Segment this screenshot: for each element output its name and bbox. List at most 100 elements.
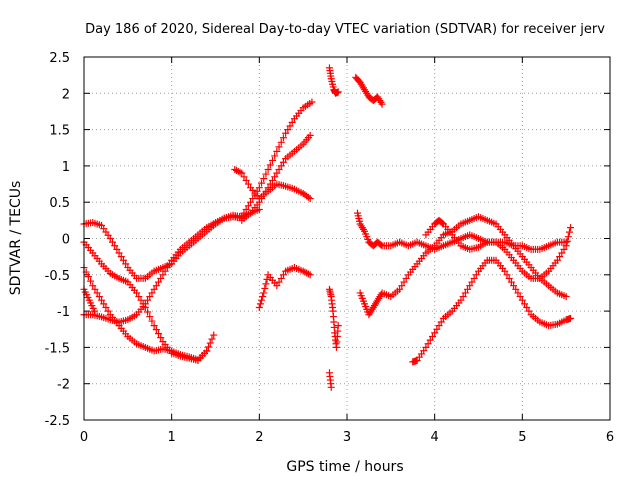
data-series xyxy=(352,73,386,108)
data-point xyxy=(510,282,518,290)
data-point xyxy=(98,296,106,304)
data-point xyxy=(117,253,125,261)
data-point xyxy=(266,161,274,169)
data-point xyxy=(108,238,116,246)
data-point xyxy=(268,176,276,184)
chart-title: Day 186 of 2020, Sidereal Day-to-day VTE… xyxy=(85,22,605,37)
data-point xyxy=(262,170,270,178)
data-point xyxy=(93,289,101,297)
y-tick-label: -2 xyxy=(57,378,70,393)
data-point xyxy=(556,253,564,261)
data-point xyxy=(148,289,156,297)
data-point xyxy=(562,242,570,250)
data-point xyxy=(255,184,263,192)
data-point xyxy=(518,296,526,304)
data-point xyxy=(438,219,446,227)
data-point xyxy=(507,278,515,286)
data-point xyxy=(260,289,268,297)
data-point xyxy=(91,307,99,315)
data-point xyxy=(163,264,171,272)
data-point xyxy=(133,289,141,297)
data-point xyxy=(157,274,165,282)
data-point xyxy=(258,179,266,187)
data-series xyxy=(325,64,342,97)
data-point xyxy=(203,347,211,355)
data-point xyxy=(102,303,110,311)
data-point xyxy=(259,293,267,301)
data-point xyxy=(157,334,165,342)
data-point xyxy=(146,293,154,301)
data-series xyxy=(409,256,575,366)
data-point xyxy=(457,296,465,304)
data-point xyxy=(558,249,566,257)
data-point xyxy=(240,173,248,181)
data-point xyxy=(238,169,246,177)
data-point xyxy=(148,317,156,325)
data-point xyxy=(560,245,568,253)
data-point xyxy=(208,335,216,343)
data-point xyxy=(262,187,270,195)
data-point xyxy=(525,307,533,315)
data-series xyxy=(356,213,570,319)
data-point xyxy=(435,322,443,330)
data-point xyxy=(104,307,112,315)
data-point xyxy=(567,314,575,322)
data-point xyxy=(282,129,290,137)
data-point xyxy=(135,293,143,301)
data-point xyxy=(144,308,152,316)
data-point xyxy=(150,285,158,293)
y-tick-label: -0.5 xyxy=(45,269,70,284)
data-points xyxy=(80,64,575,391)
data-point xyxy=(262,280,270,288)
data-point xyxy=(523,303,531,311)
data-point xyxy=(253,187,261,195)
data-point xyxy=(204,343,212,351)
y-tick-label: -2.5 xyxy=(45,414,70,429)
data-point xyxy=(249,195,257,203)
data-point xyxy=(255,205,263,213)
data-point xyxy=(106,235,114,242)
data-point xyxy=(402,274,410,282)
data-point xyxy=(288,118,296,126)
x-tick-label: 5 xyxy=(518,430,526,445)
data-series xyxy=(325,285,342,391)
data-point xyxy=(428,333,436,341)
data-point xyxy=(516,293,524,301)
data-point xyxy=(122,260,130,268)
data-point xyxy=(273,147,281,155)
data-point xyxy=(279,271,287,279)
data-point xyxy=(264,184,272,192)
data-point xyxy=(562,293,570,301)
plot-frame xyxy=(83,56,611,421)
data-point xyxy=(400,278,408,286)
grid xyxy=(84,57,610,420)
data-point xyxy=(279,158,287,166)
data-point xyxy=(206,339,214,347)
data-point xyxy=(334,88,342,96)
data-point xyxy=(159,271,167,279)
y-tick-label: 1 xyxy=(62,160,70,175)
y-tick-label: -1.5 xyxy=(45,341,70,356)
data-point xyxy=(264,166,272,174)
data-point xyxy=(161,267,169,275)
data-point xyxy=(472,271,480,279)
data-point xyxy=(146,313,154,321)
data-point xyxy=(464,285,472,293)
data-point xyxy=(431,329,439,337)
data-point xyxy=(87,277,95,285)
data-point xyxy=(242,176,250,184)
data-point xyxy=(284,126,292,134)
data-point xyxy=(277,162,285,170)
x-tick-label: 2 xyxy=(255,430,263,445)
data-point xyxy=(244,180,252,188)
data-point xyxy=(521,300,529,308)
x-tick-label: 4 xyxy=(431,430,439,445)
data-point xyxy=(271,173,279,181)
data-point xyxy=(501,267,509,275)
data-point xyxy=(433,325,441,333)
data-point xyxy=(152,326,160,334)
data-point xyxy=(398,282,406,290)
data-point xyxy=(268,156,276,164)
y-ticks: -2.5 -2 -1.5 -1 -0.5 0 0.5 1 1.5 2 2.5 xyxy=(45,51,610,429)
